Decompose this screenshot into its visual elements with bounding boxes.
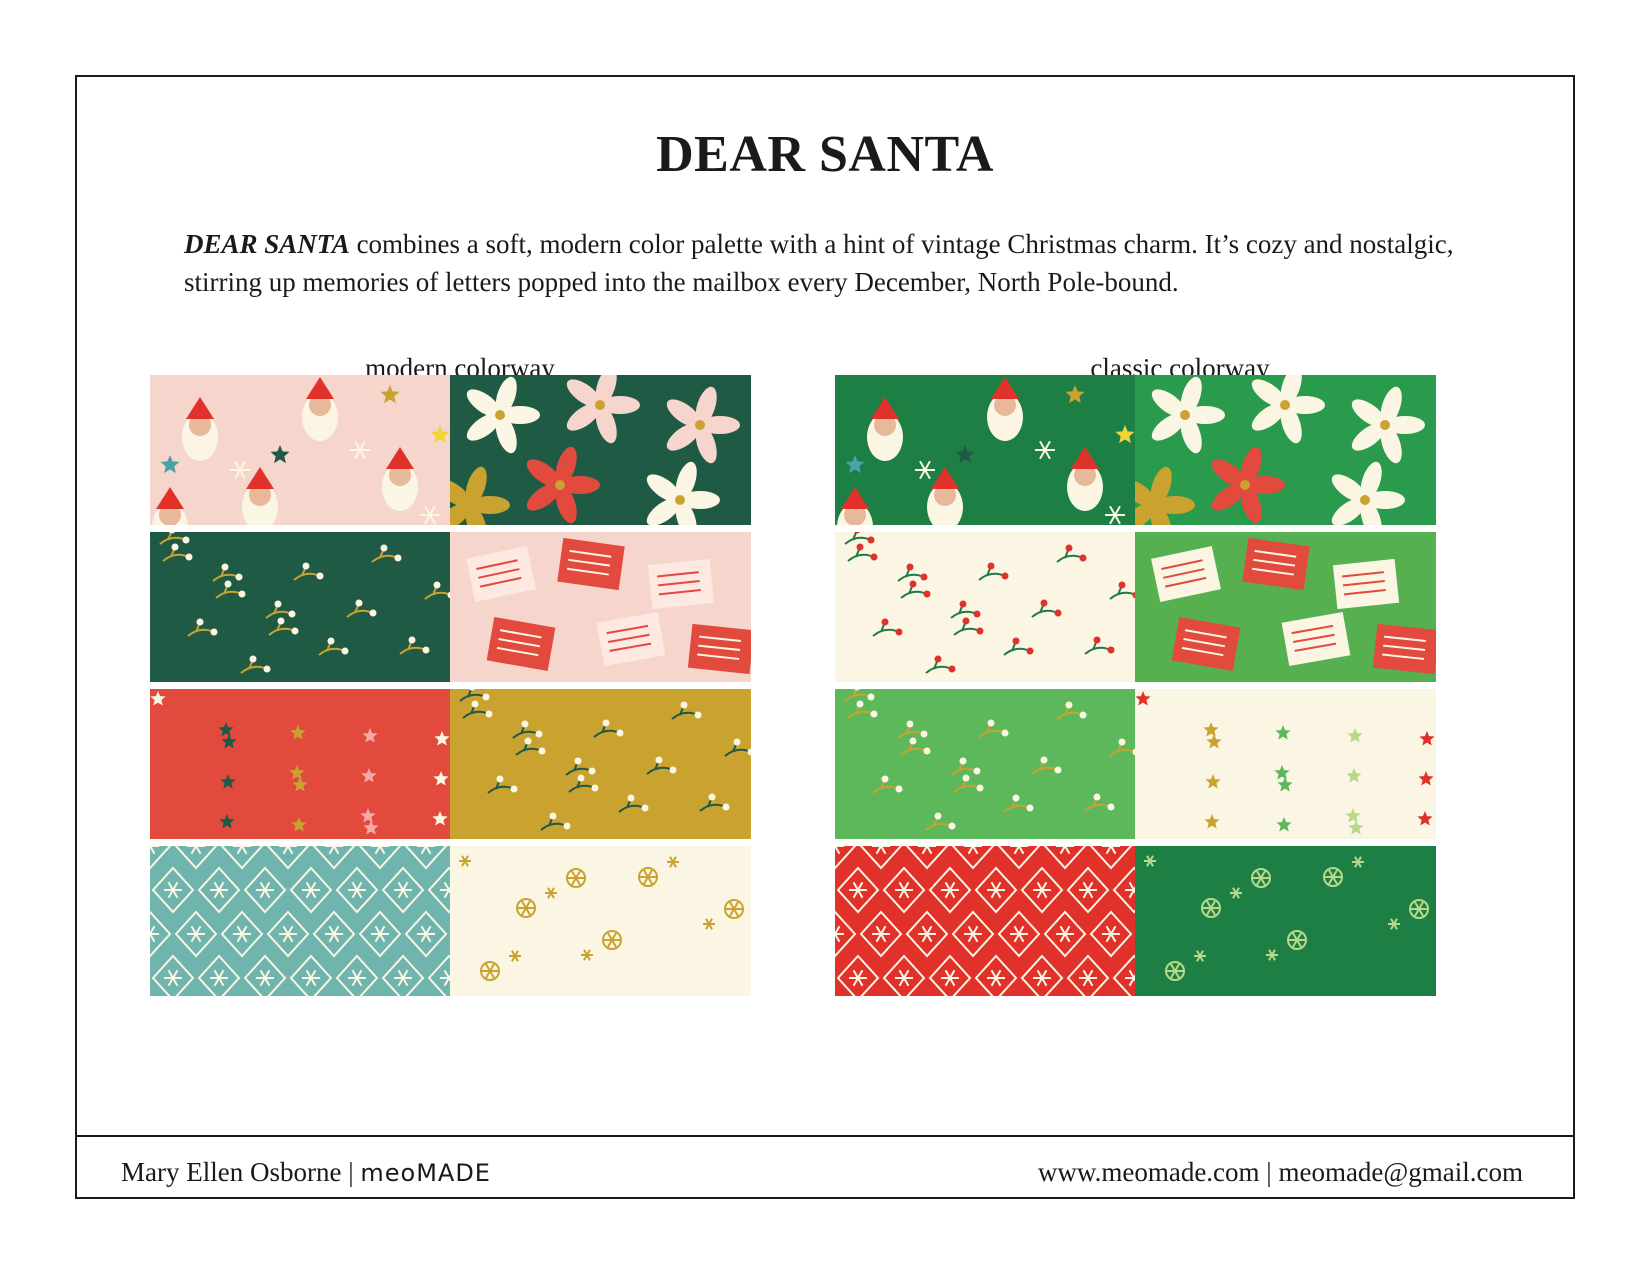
modern-swatch-poinsettia [450,375,751,525]
footer-designer: Mary Ellen Osborne | meoMADE [121,1157,491,1188]
modern-swatch-santa [150,375,451,525]
modern-swatch-sprigs [450,689,751,839]
footer-contact: www.meomade.com | meomade@gmail.com [1038,1157,1523,1188]
designer-name: Mary Ellen Osborne [121,1157,342,1187]
website-link[interactable]: www.meomade.com [1037,1157,1260,1187]
classic-swatch-letters [1135,532,1436,682]
page-title: DEAR SANTA [656,126,994,183]
email-link[interactable]: meomade@gmail.com [1278,1157,1523,1187]
classic-swatch-poinsettia [1135,375,1436,525]
contact-separator: | [1259,1157,1279,1187]
footer-divider [77,1135,1573,1137]
classic-swatch-diamond [835,846,1136,996]
description-lead: DEAR SANTA [184,229,350,259]
classic-swatch-wheels [1135,846,1436,996]
sheet-frame: DEAR SANTA DEAR SANTA combines a soft, m… [75,75,1575,1199]
modern-swatch-sprigs [150,532,451,682]
classic-swatch-santa [835,375,1136,525]
modern-swatch-letters [450,532,751,682]
collection-description: DEAR SANTA combines a soft, modern color… [184,225,1504,301]
footer-separator: | [341,1157,361,1187]
brand-name: meoMADE [360,1159,491,1187]
classic-swatch-sprigs [835,689,1136,839]
modern-swatch-stars [150,689,451,839]
classic-swatch-berries [835,532,1136,682]
modern-swatch-wheels [450,846,751,996]
description-text: combines a soft, modern color palette wi… [184,229,1454,297]
modern-swatch-diamond [150,846,451,996]
classic-swatch-stars [1135,689,1436,839]
